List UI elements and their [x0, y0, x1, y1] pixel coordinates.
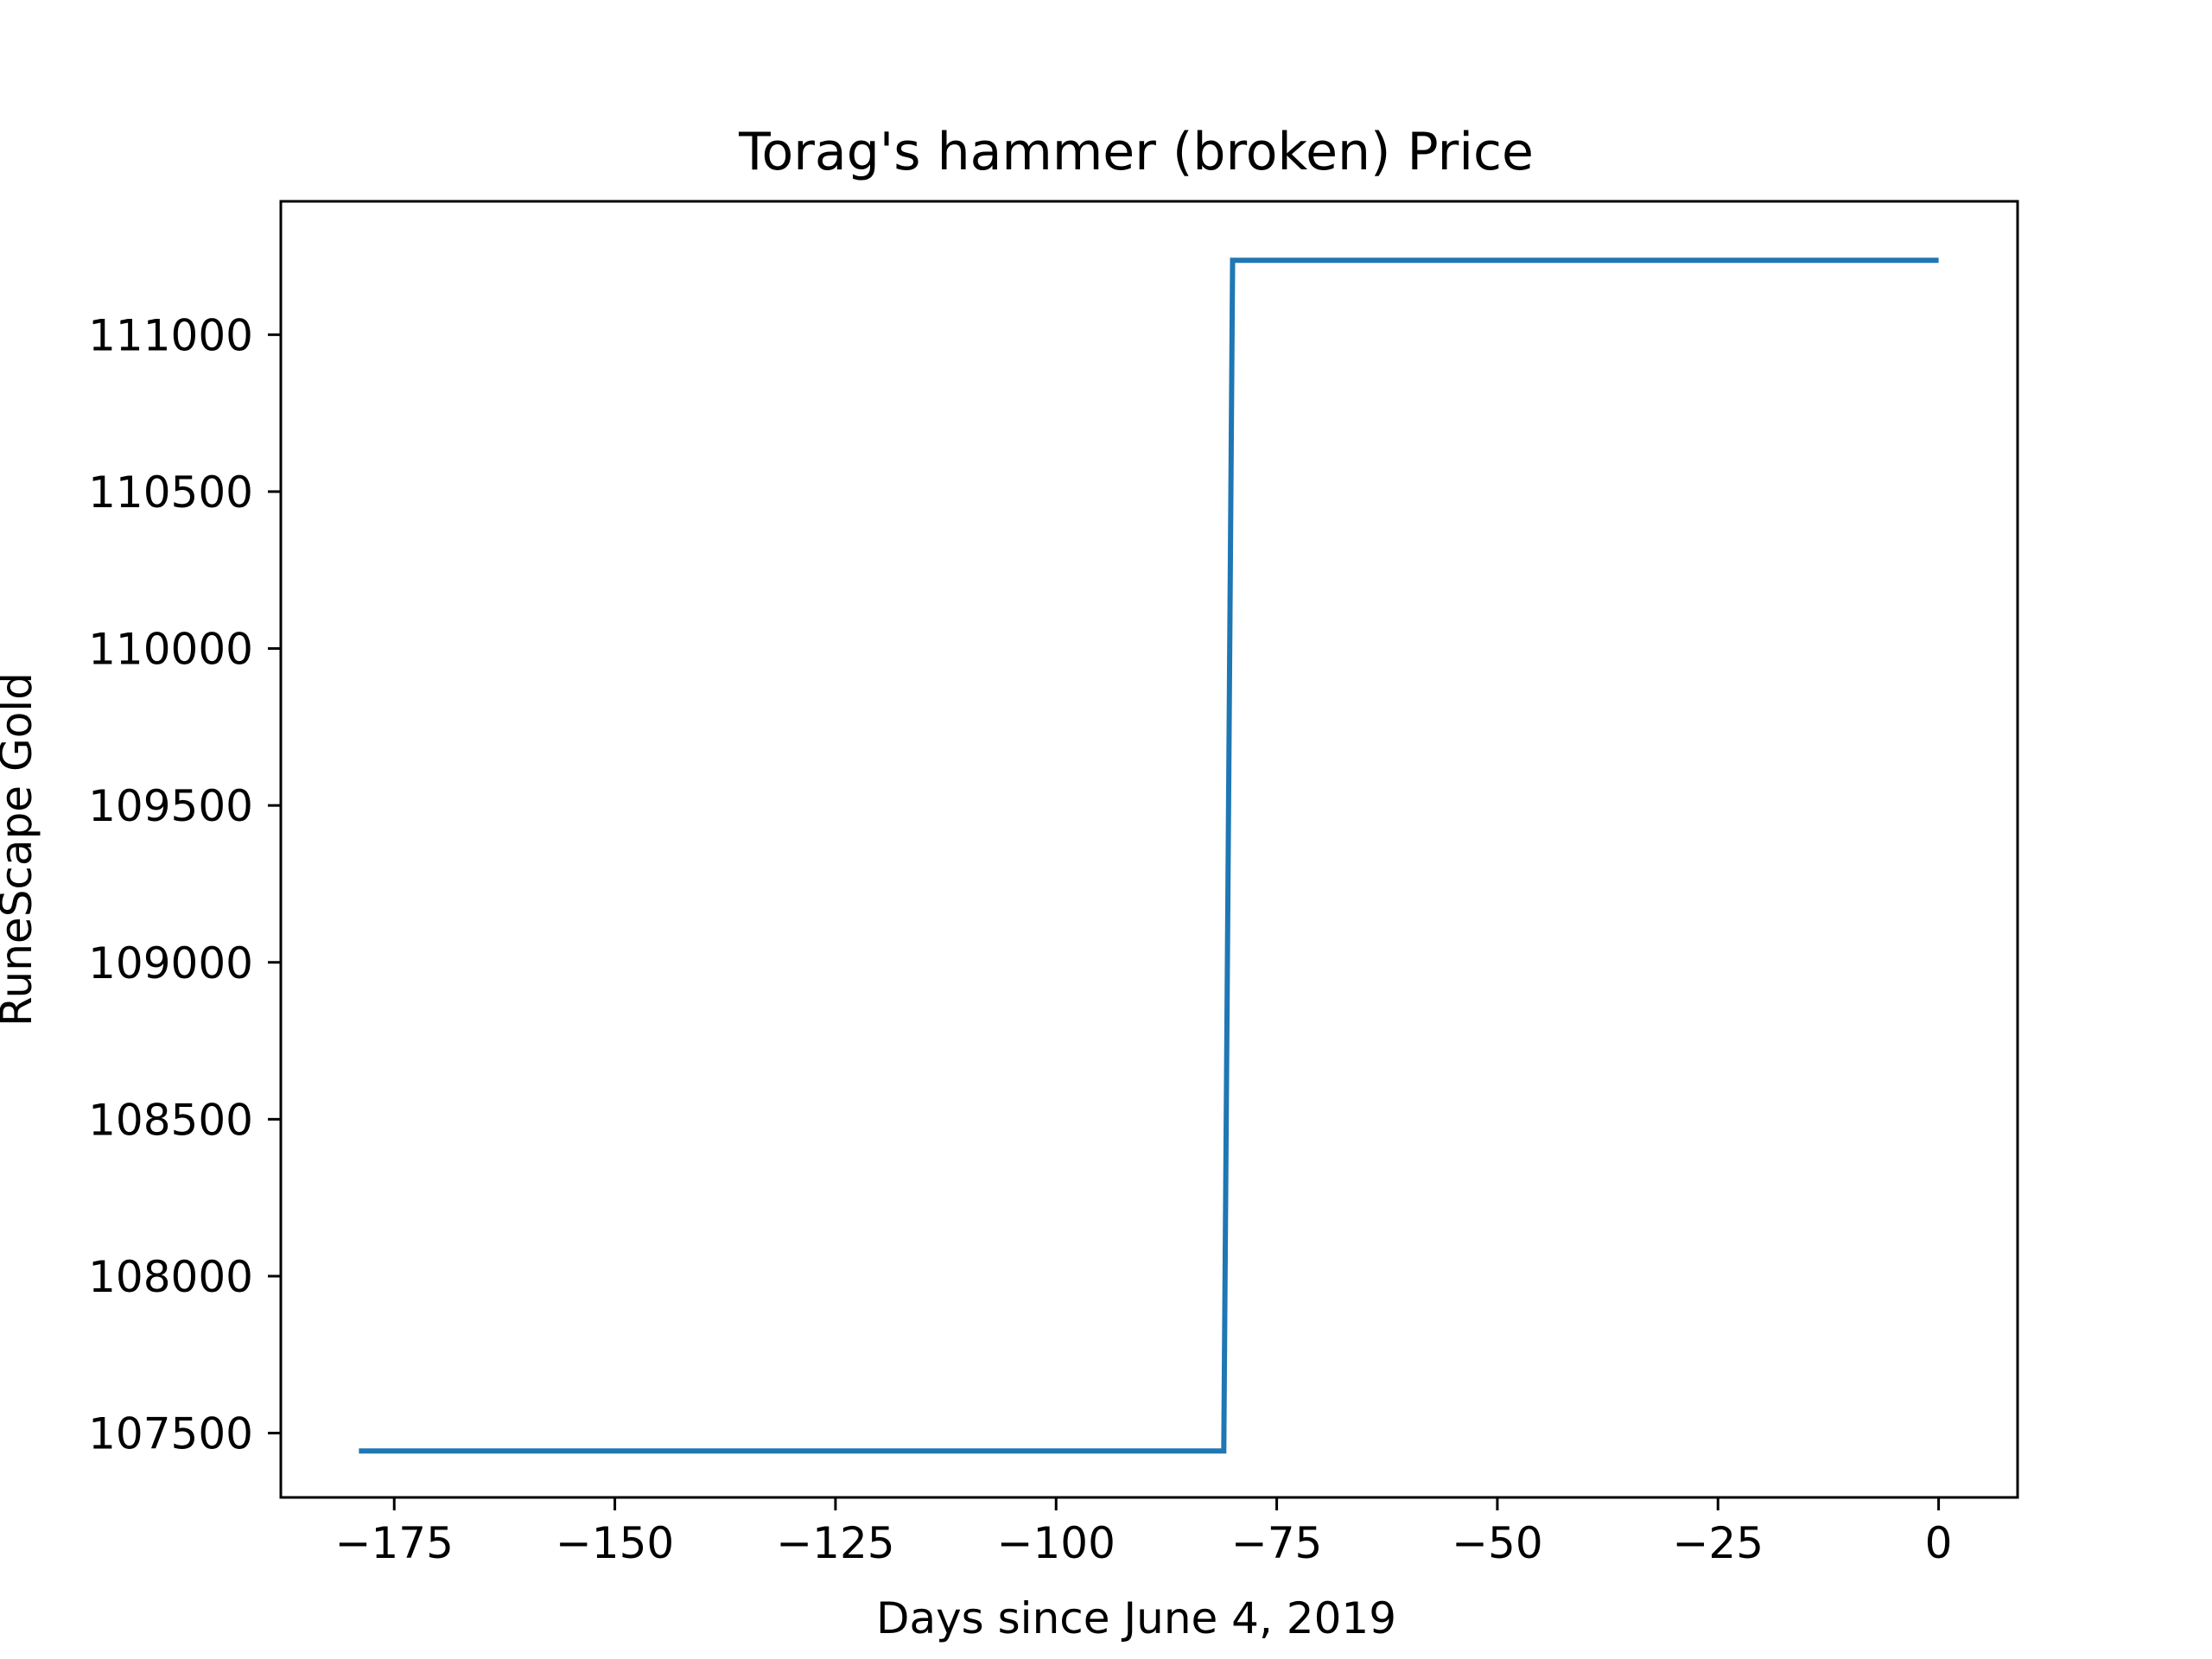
series-layer: [359, 257, 1939, 1454]
x-tick-label: 0: [1925, 1518, 1953, 1568]
x-axis-label: Days since June 4, 2019: [876, 1593, 1396, 1643]
y-tick-label: 108000: [88, 1252, 253, 1302]
y-axis: 107500 108000 108500 109000 109500 110000 1105…: [88, 310, 281, 1459]
x-tick-label: −150: [556, 1518, 674, 1568]
x-tick-label: −100: [997, 1518, 1116, 1568]
y-tick-label: 110000: [88, 625, 253, 675]
y-tick-label: 111000: [88, 310, 253, 360]
y-tick-label: 108500: [88, 1095, 253, 1145]
x-tick-label: −25: [1672, 1518, 1764, 1568]
x-tick-label: −50: [1452, 1518, 1543, 1568]
series-line-0: [359, 257, 1939, 1454]
axes-frame: [279, 200, 2019, 1499]
y-tick-label: 107500: [88, 1409, 253, 1459]
plot-area: [279, 200, 2019, 1499]
y-tick-label: 109000: [88, 938, 253, 988]
x-tick-label: −125: [776, 1518, 894, 1568]
y-tick-label: 109500: [88, 781, 253, 831]
x-tick-label: −175: [335, 1518, 454, 1568]
y-axis-label: RuneScape Gold: [0, 672, 41, 1027]
y-tick-label: 110500: [88, 467, 253, 518]
chart-title: Torag's hammer (broken) Price: [738, 122, 1534, 182]
x-tick-label: −75: [1231, 1518, 1323, 1568]
x-axis: −175 −150 −125 −100 −75 −50 −25 0: [335, 1497, 1953, 1568]
